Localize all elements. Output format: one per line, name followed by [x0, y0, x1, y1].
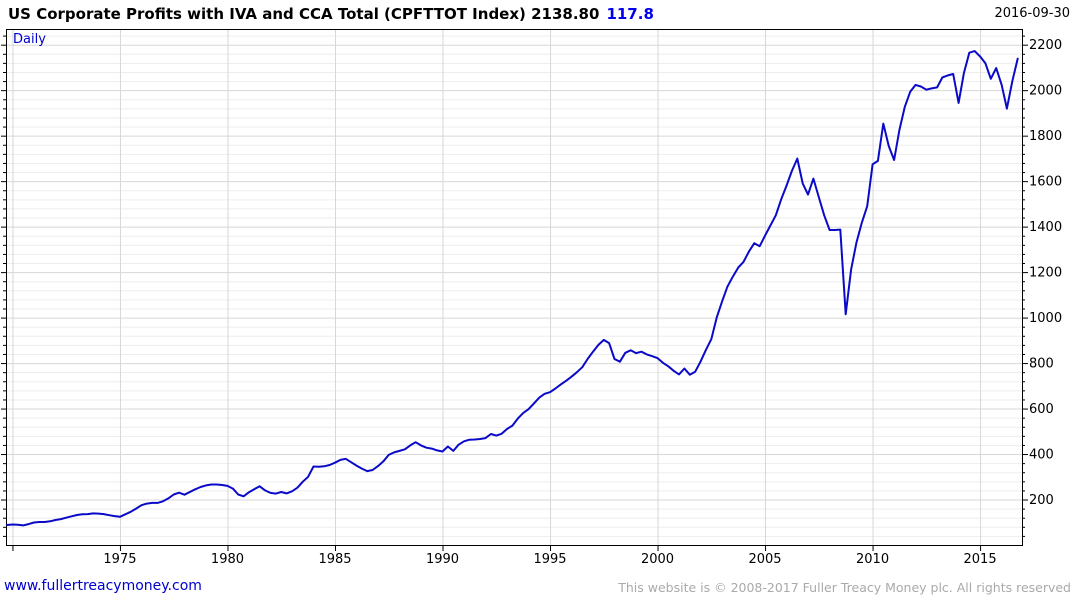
y-tick-label: 2000 [1029, 84, 1062, 99]
y-tick-label: 200 [1029, 493, 1054, 508]
y-tick-label: 1600 [1029, 175, 1062, 190]
gridlines-major [6, 29, 1022, 545]
gridlines-minor [6, 35, 1022, 537]
chart-title: US Corporate Profits with IVA and CCA To… [8, 5, 600, 23]
chart-canvas[interactable]: 200 400 600 800 1000 1200 1400 1600 1800 2000 2200… [0, 0, 1075, 575]
x-tick-label: 2005 [748, 552, 781, 567]
plot-border [6, 29, 1023, 546]
x-tick-label: 1990 [426, 552, 459, 567]
x-tick-label: 1975 [103, 552, 136, 567]
axis-ticks [1, 35, 1028, 551]
x-tick-label: 1980 [211, 552, 244, 567]
chart-date: 2016-09-30 [994, 6, 1070, 21]
site-link[interactable]: www.fullertreacymoney.com [4, 578, 202, 594]
price-line [6, 50, 1019, 527]
y-tick-label: 1400 [1029, 220, 1062, 235]
frequency-label: Daily [13, 32, 46, 47]
x-tick-label: 2000 [641, 552, 674, 567]
x-tick-label: 1985 [318, 552, 351, 567]
y-tick-label: 1800 [1029, 129, 1062, 144]
y-tick-label: 1200 [1029, 266, 1062, 281]
x-tick-label: 1995 [533, 552, 566, 567]
y-tick-label: 400 [1029, 448, 1054, 463]
copyright-text: This website is © 2008-2017 Fuller Treac… [618, 580, 1071, 595]
y-tick-label: 800 [1029, 357, 1054, 372]
chart-change-value: 117.8 [606, 5, 654, 23]
y-axis-labels: 200 400 600 800 1000 1200 1400 1600 1800 2000 2200 [1029, 38, 1062, 508]
y-tick-label: 1000 [1029, 311, 1062, 326]
x-tick-label: 2015 [964, 552, 997, 567]
x-axis-labels: 1975 1980 1985 1990 1995 2000 2005 2010 2015 [103, 552, 996, 567]
y-tick-label: 600 [1029, 402, 1054, 417]
chart-header: US Corporate Profits with IVA and CCA To… [8, 4, 1068, 26]
y-tick-label: 2200 [1029, 38, 1062, 53]
x-tick-label: 2010 [856, 552, 889, 567]
